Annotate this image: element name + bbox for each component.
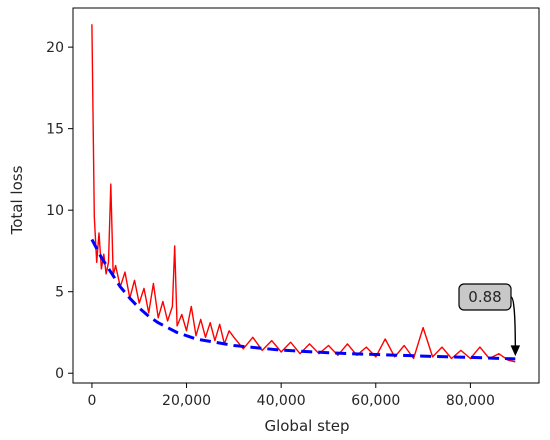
y-axis: 0 5 10 15 20 <box>46 40 73 382</box>
y-tick-label: 20 <box>46 40 64 56</box>
x-tick-label: 60,000 <box>351 393 400 409</box>
y-tick-label: 5 <box>55 285 64 301</box>
annotation-layer: 0.88 <box>458 283 521 357</box>
y-tick-label: 15 <box>46 122 64 138</box>
annotation-arrow <box>510 296 517 351</box>
annotation-arrowhead <box>510 345 521 357</box>
annotation-text: 0.88 <box>468 288 501 306</box>
y-tick-label: 10 <box>46 203 64 219</box>
x-tick-label: 20,000 <box>162 393 211 409</box>
x-axis: 0 20,000 40,000 60,000 80,000 <box>87 383 495 409</box>
y-axis-label: Total loss <box>8 165 26 235</box>
x-axis-label: Global step <box>264 417 349 435</box>
raw-loss-line <box>91 24 516 363</box>
x-tick-label: 40,000 <box>257 393 306 409</box>
x-tick-label: 0 <box>87 393 96 409</box>
smoothed-loss-line <box>90 238 516 361</box>
x-tick-label: 80,000 <box>446 393 495 409</box>
plot-area <box>72 7 540 384</box>
y-tick-label: 0 <box>55 366 64 382</box>
plot-frame <box>72 7 540 384</box>
